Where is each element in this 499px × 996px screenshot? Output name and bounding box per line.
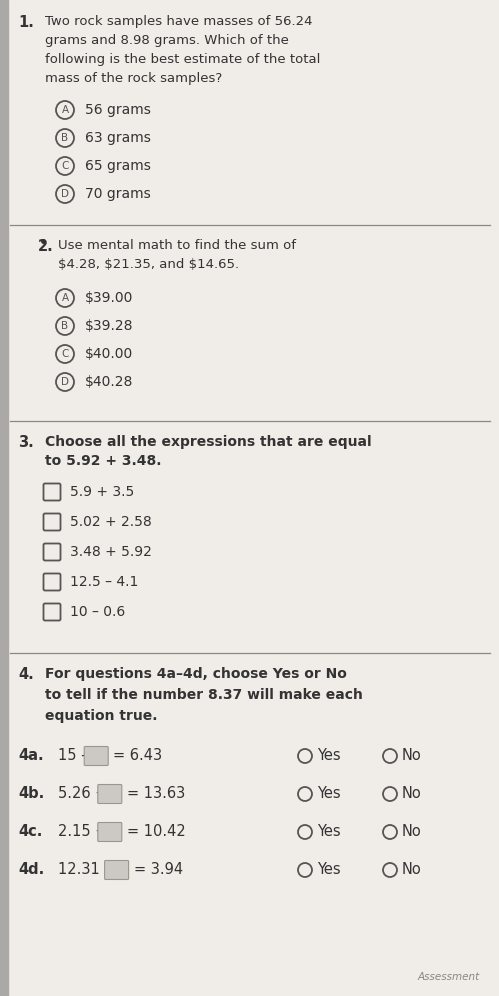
Text: Assessment: Assessment	[418, 972, 480, 982]
Text: C: C	[61, 161, 69, 171]
Text: to tell if the number 8.37 will make each: to tell if the number 8.37 will make eac…	[45, 688, 363, 702]
FancyBboxPatch shape	[105, 861, 129, 879]
Text: $4.28, $21.35, and $14.65.: $4.28, $21.35, and $14.65.	[58, 258, 239, 271]
FancyBboxPatch shape	[84, 746, 108, 766]
Text: Yes: Yes	[317, 862, 341, 877]
Text: 4b.: 4b.	[18, 786, 44, 801]
Text: $40.28: $40.28	[85, 375, 133, 389]
Text: 65 grams: 65 grams	[85, 159, 151, 173]
FancyBboxPatch shape	[98, 823, 122, 842]
Text: A: A	[61, 293, 68, 303]
Text: 15 –: 15 –	[58, 748, 88, 763]
Text: 4a.: 4a.	[18, 748, 43, 763]
Text: D: D	[61, 189, 69, 199]
Text: 12.5 – 4.1: 12.5 – 4.1	[70, 575, 138, 589]
Text: grams and 8.98 grams. Which of the: grams and 8.98 grams. Which of the	[45, 34, 289, 47]
Text: 5.9 + 3.5: 5.9 + 3.5	[70, 485, 134, 499]
Text: 4.: 4.	[18, 667, 34, 682]
Text: 5.02 + 2.58: 5.02 + 2.58	[70, 515, 152, 529]
Text: $40.00: $40.00	[85, 347, 133, 361]
Text: = 10.42: = 10.42	[127, 824, 186, 839]
Text: 70 grams: 70 grams	[85, 187, 151, 201]
Text: 5.26 +: 5.26 +	[58, 786, 107, 801]
Text: 2.15 +: 2.15 +	[58, 824, 107, 839]
Text: 3.: 3.	[18, 435, 34, 450]
Text: 2.: 2.	[38, 239, 54, 254]
Text: = 3.94: = 3.94	[134, 862, 183, 877]
Text: following is the best estimate of the total: following is the best estimate of the to…	[45, 53, 320, 66]
Text: 4d.: 4d.	[18, 862, 44, 877]
Text: For questions 4a–4d, choose Yes or No: For questions 4a–4d, choose Yes or No	[45, 667, 347, 681]
Text: $39.00: $39.00	[85, 291, 133, 305]
Text: 1.: 1.	[18, 15, 34, 30]
Text: = 6.43: = 6.43	[113, 748, 162, 763]
Text: $39.28: $39.28	[85, 319, 134, 333]
Text: Yes: Yes	[317, 824, 341, 839]
Text: No: No	[402, 824, 422, 839]
Text: 4c.: 4c.	[18, 824, 42, 839]
Bar	[0, 0, 8, 996]
Text: D: D	[61, 377, 69, 387]
Text: C: C	[61, 349, 69, 359]
Text: 12.31 –: 12.31 –	[58, 862, 112, 877]
FancyBboxPatch shape	[98, 785, 122, 804]
Text: Yes: Yes	[317, 748, 341, 763]
Text: B: B	[61, 133, 68, 143]
Text: No: No	[402, 786, 422, 801]
Text: 3.48 + 5.92: 3.48 + 5.92	[70, 545, 152, 559]
Text: equation true.: equation true.	[45, 709, 158, 723]
Text: B: B	[61, 321, 68, 331]
Text: No: No	[402, 748, 422, 763]
Text: Yes: Yes	[317, 786, 341, 801]
Text: Choose all the expressions that are equal: Choose all the expressions that are equa…	[45, 435, 372, 449]
Text: No: No	[402, 862, 422, 877]
Text: mass of the rock samples?: mass of the rock samples?	[45, 72, 222, 85]
Text: A: A	[61, 105, 68, 115]
Text: 10 – 0.6: 10 – 0.6	[70, 605, 125, 619]
Text: 63 grams: 63 grams	[85, 131, 151, 145]
Text: 56 grams: 56 grams	[85, 103, 151, 117]
Text: Two rock samples have masses of 56.24: Two rock samples have masses of 56.24	[45, 15, 312, 28]
Text: = 13.63: = 13.63	[127, 786, 185, 801]
Text: to 5.92 + 3.48.: to 5.92 + 3.48.	[45, 454, 162, 468]
Text: Use mental math to find the sum of: Use mental math to find the sum of	[58, 239, 296, 252]
